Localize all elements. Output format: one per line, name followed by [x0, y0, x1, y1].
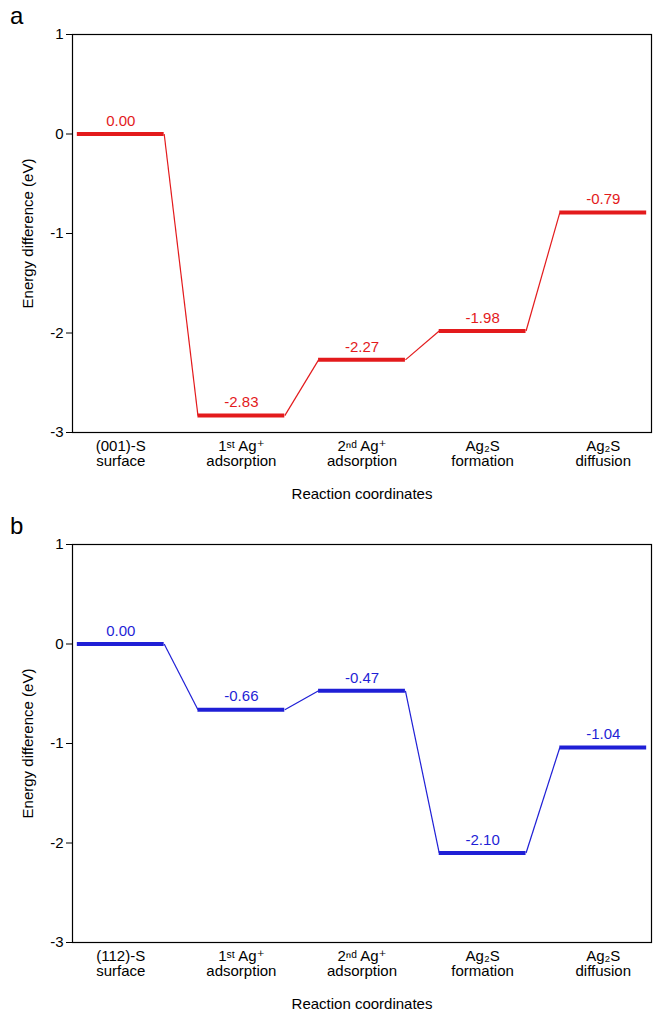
svg-text:1ˢᵗ Ag⁺adsorption: 1ˢᵗ Ag⁺adsorption: [206, 947, 276, 979]
svg-text:-0.79: -0.79: [586, 190, 620, 207]
svg-text:-2.83: -2.83: [224, 393, 258, 410]
svg-text:2ⁿᵈ Ag⁺adsorption: 2ⁿᵈ Ag⁺adsorption: [327, 947, 397, 979]
svg-text:-2: -2: [50, 834, 63, 851]
svg-text:Ag₂Sdiffusion: Ag₂Sdiffusion: [575, 947, 631, 979]
svg-text:Ag₂Sformation: Ag₂Sformation: [451, 437, 514, 469]
svg-text:-1: -1: [50, 224, 63, 241]
svg-text:-0.66: -0.66: [224, 687, 258, 704]
svg-text:0.00: 0.00: [106, 622, 135, 639]
svg-text:-3: -3: [50, 423, 63, 440]
svg-text:(001)-Ssurface: (001)-Ssurface: [96, 437, 146, 469]
svg-text:-2: -2: [50, 324, 63, 341]
svg-text:(112)-Ssurface: (112)-Ssurface: [96, 947, 145, 979]
svg-text:-3: -3: [50, 933, 63, 950]
svg-text:0.00: 0.00: [106, 112, 135, 129]
svg-text:-0.47: -0.47: [345, 669, 379, 686]
svg-text:Energy difference (eV): Energy difference (eV): [19, 159, 36, 309]
svg-text:Reaction coordinates: Reaction coordinates: [292, 995, 433, 1012]
svg-text:0: 0: [55, 635, 63, 652]
svg-text:Ag₂Sformation: Ag₂Sformation: [451, 947, 514, 979]
svg-text:-1.98: -1.98: [466, 309, 500, 326]
svg-text:-2.10: -2.10: [466, 831, 500, 848]
svg-text:Reaction coordinates: Reaction coordinates: [292, 485, 433, 502]
html-text:b: b: [10, 512, 24, 539]
svg-text:Ag₂Sdiffusion: Ag₂Sdiffusion: [575, 437, 631, 469]
svg-text:1: 1: [55, 535, 63, 552]
html-text:a: a: [10, 2, 24, 29]
svg-text:-1: -1: [50, 734, 63, 751]
svg-text:2ⁿᵈ Ag⁺adsorption: 2ⁿᵈ Ag⁺adsorption: [327, 437, 397, 469]
svg-text:-2.27: -2.27: [345, 338, 379, 355]
svg-text:1ˢᵗ Ag⁺adsorption: 1ˢᵗ Ag⁺adsorption: [206, 437, 276, 469]
svg-text:1: 1: [55, 25, 63, 42]
svg-text:Energy difference (eV): Energy difference (eV): [19, 669, 36, 819]
svg-text:-1.04: -1.04: [586, 725, 620, 742]
svg-text:0: 0: [55, 125, 63, 142]
